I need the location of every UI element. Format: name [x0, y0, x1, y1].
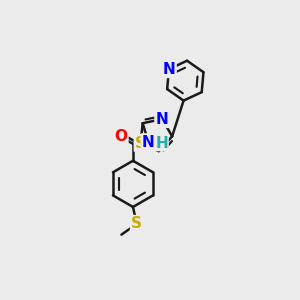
- Text: O: O: [114, 129, 127, 144]
- Text: N: N: [156, 112, 169, 127]
- Text: N: N: [163, 62, 175, 77]
- Text: S: S: [135, 136, 146, 151]
- Text: N: N: [142, 135, 155, 150]
- Text: H: H: [155, 136, 168, 151]
- Text: S: S: [131, 216, 142, 231]
